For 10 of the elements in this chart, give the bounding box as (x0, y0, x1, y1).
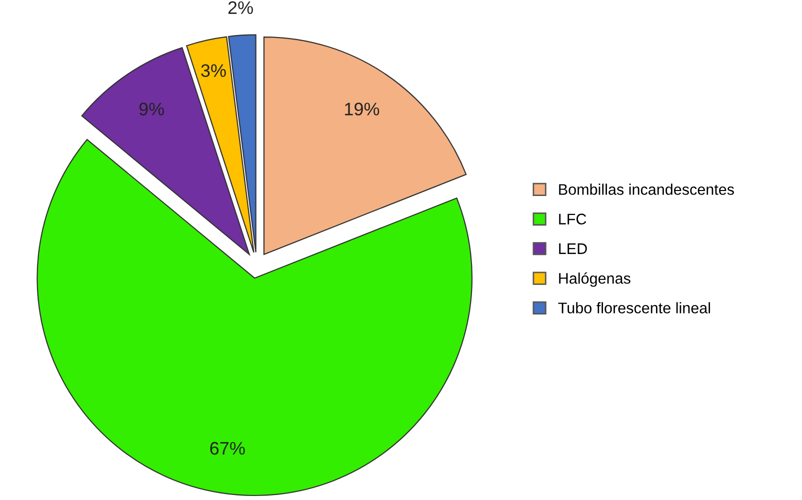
data-label: 3% (201, 64, 226, 77)
legend-label: Tubo florescente lineal (558, 302, 710, 314)
legend-label: Bombillas incandescentes (559, 184, 734, 195)
data-label: 2% (228, 1, 253, 14)
data-label: 67% (210, 442, 245, 455)
legend-label: LFC (559, 214, 586, 224)
data-label: 9% (139, 102, 164, 116)
legend-label: Halógenas (559, 272, 630, 287)
legend-label: LED (559, 243, 587, 254)
data-label: 19% (345, 102, 380, 116)
